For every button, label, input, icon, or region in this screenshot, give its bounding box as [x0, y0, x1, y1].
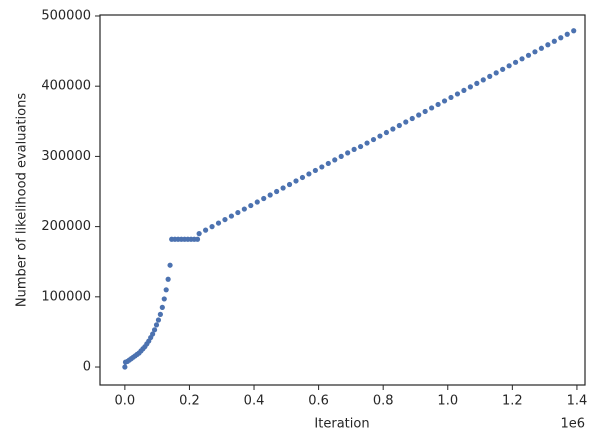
point: [551, 38, 557, 44]
point: [538, 45, 545, 51]
point: [167, 262, 173, 268]
y-tick-label: 300000: [41, 149, 91, 164]
point: [202, 227, 209, 233]
y-axis-label: Number of likelihood evaluations: [15, 93, 30, 307]
point: [448, 94, 454, 101]
point: [441, 98, 448, 104]
x-tick-label: 1.2: [502, 394, 523, 409]
point: [153, 322, 160, 328]
point: [357, 143, 364, 150]
point: [194, 236, 201, 242]
point: [209, 224, 215, 230]
point: [286, 181, 293, 188]
y-tick-label: 100000: [41, 289, 91, 304]
axes-frame: [99, 14, 586, 386]
point: [500, 66, 506, 72]
point: [319, 164, 325, 170]
point: [325, 160, 331, 167]
y-tick-label: 500000: [41, 8, 91, 23]
point: [155, 317, 162, 323]
point: [261, 195, 267, 202]
point: [222, 216, 228, 223]
point: [532, 49, 538, 55]
point: [467, 84, 473, 90]
x-tick-label: 0.0: [115, 394, 136, 409]
point: [474, 80, 480, 86]
x-tick-label: 0.2: [179, 394, 200, 409]
point: [409, 115, 415, 122]
point: [159, 304, 165, 310]
point: [461, 87, 467, 94]
point: [351, 146, 357, 152]
y-tick-label: 0: [83, 360, 91, 375]
point: [493, 70, 499, 76]
x-axis-label: Iteration: [314, 417, 369, 432]
point: [512, 59, 519, 65]
point: [280, 185, 286, 191]
point: [122, 364, 128, 370]
point: [435, 101, 441, 108]
point: [299, 174, 306, 181]
point: [487, 73, 493, 79]
point: [248, 202, 254, 209]
point: [215, 220, 222, 226]
point: [163, 287, 169, 293]
point: [564, 31, 570, 37]
point: [390, 126, 396, 132]
point: [558, 35, 564, 41]
point: [403, 119, 409, 125]
point: [377, 133, 383, 139]
point: [506, 63, 512, 69]
point: [235, 209, 241, 216]
x-tick-label: 1.0: [437, 394, 458, 409]
point: [422, 108, 428, 115]
point: [370, 136, 377, 143]
x-tick-label: 0.8: [373, 394, 394, 409]
point: [383, 129, 390, 136]
point: [254, 199, 260, 205]
y-tick-label: 200000: [41, 219, 91, 234]
point: [196, 231, 202, 237]
x-tick-label: 0.4: [244, 394, 265, 409]
point: [274, 188, 280, 195]
point: [312, 167, 318, 174]
point: [480, 77, 486, 83]
point: [165, 276, 171, 282]
point: [228, 213, 235, 219]
point: [519, 56, 525, 62]
point: [571, 28, 577, 34]
point: [157, 311, 163, 317]
point: [545, 42, 551, 48]
point: [338, 153, 344, 160]
point: [345, 150, 351, 156]
point: [525, 52, 532, 58]
point: [306, 171, 312, 177]
point: [293, 178, 299, 184]
point: [267, 192, 273, 198]
x-tick-label: 0.6: [308, 394, 329, 409]
point: [332, 157, 338, 163]
point: [161, 296, 167, 302]
point: [454, 91, 461, 97]
point: [429, 105, 435, 111]
x-offset-label: 1e6: [560, 417, 585, 432]
point: [150, 331, 156, 337]
point: [151, 327, 158, 333]
point: [364, 140, 370, 146]
point: [416, 112, 422, 118]
point: [241, 206, 247, 212]
y-tick-label: 400000: [41, 79, 91, 94]
x-tick-label: 1.4: [567, 394, 588, 409]
point: [396, 122, 402, 129]
